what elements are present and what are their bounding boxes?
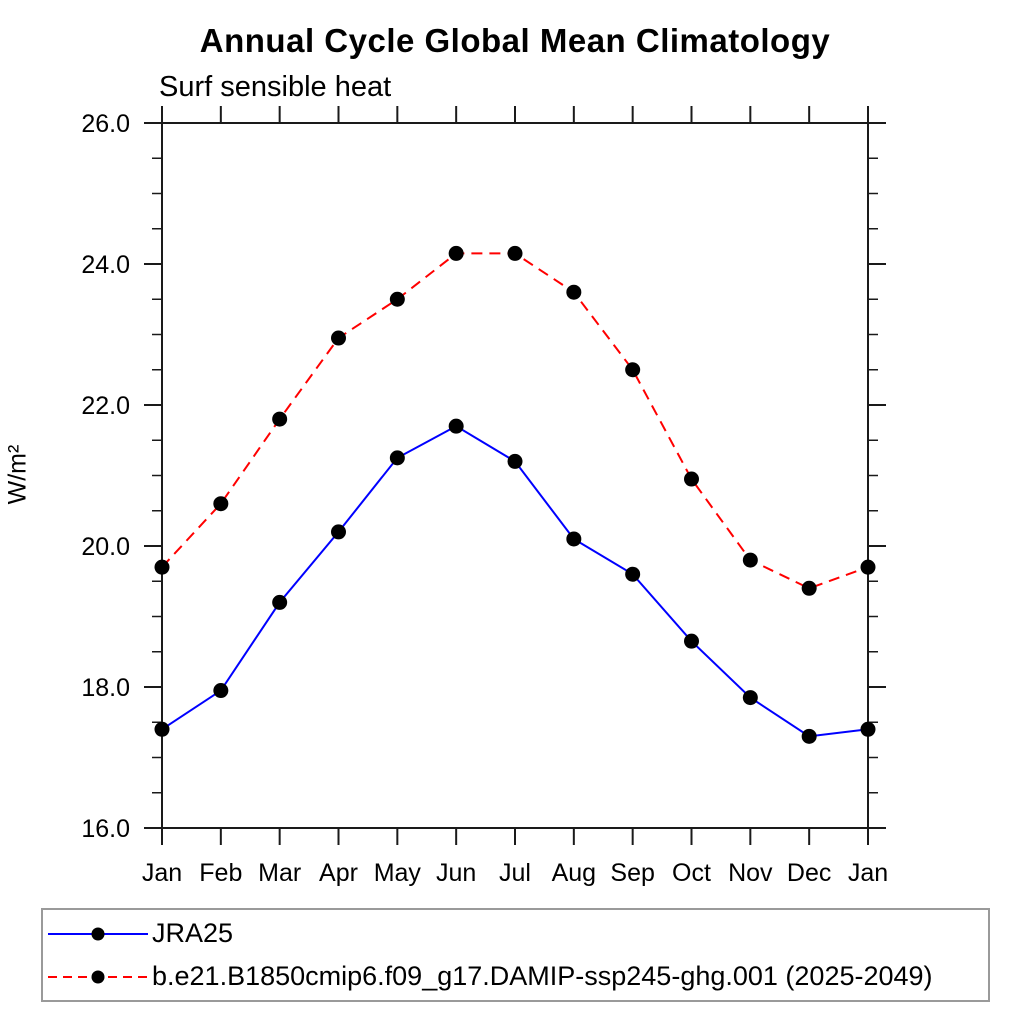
x-tick-label: Jan: [848, 859, 888, 887]
data-point-marker: [213, 683, 229, 699]
axis-frame: [161, 122, 869, 829]
x-tick-label: Apr: [319, 859, 358, 887]
x-tick-label: Feb: [199, 859, 242, 887]
y-tick-label: 20.0: [81, 533, 130, 561]
data-point-marker: [801, 580, 817, 596]
data-point-marker: [860, 559, 876, 575]
data-point-marker: [154, 721, 170, 737]
data-point-marker: [801, 728, 817, 744]
x-tick-label: Nov: [728, 859, 773, 887]
data-point-marker: [154, 559, 170, 575]
data-point-marker: [389, 450, 405, 466]
x-tick-label: Jul: [499, 859, 531, 887]
y-axis-label: W/m²: [3, 444, 32, 505]
chart-title: Annual Cycle Global Mean Climatology: [199, 22, 831, 59]
x-tick-label: Dec: [787, 859, 831, 887]
x-tick-label: Jun: [436, 859, 476, 887]
y-tick-label: 18.0: [81, 674, 130, 702]
legend-line-solid-icon: [48, 927, 148, 940]
data-point-marker: [742, 690, 758, 706]
data-point-marker: [331, 330, 346, 346]
x-tick-label: Jan: [142, 859, 182, 887]
data-point-marker: [566, 531, 582, 547]
x-tick-label: May: [374, 859, 422, 887]
data-point-marker: [625, 362, 641, 378]
data-point-marker: [272, 594, 288, 610]
series-line-model: [161, 252, 869, 590]
legend-row-model: b.e21.B1850cmip6.f09_g17.DAMIP-ssp245-gh…: [47, 956, 988, 997]
legend-label-model: b.e21.B1850cmip6.f09_g17.DAMIP-ssp245-gh…: [152, 961, 933, 991]
x-tick-label: Oct: [672, 859, 711, 887]
legend-line-dashed-icon: [48, 970, 148, 983]
data-point-marker: [448, 418, 464, 434]
data-point-marker: [566, 284, 582, 300]
chart-subtitle: Surf sensible heat: [159, 71, 392, 103]
data-point-marker: [507, 245, 523, 261]
y-tick-label: 22.0: [81, 392, 130, 420]
data-point-marker: [389, 291, 405, 307]
y-tick-label: 26.0: [81, 110, 130, 138]
data-point-marker: [684, 633, 699, 649]
data-point-marker: [742, 552, 758, 568]
data-point-marker: [331, 524, 346, 540]
legend-row-jra25: JRA25: [47, 913, 988, 954]
data-point-marker: [272, 411, 288, 427]
data-point-marker: [448, 245, 464, 261]
y-tick-label: 16.0: [81, 815, 130, 843]
data-point-marker: [860, 721, 876, 737]
data-point-marker: [213, 496, 229, 512]
x-tick-label: Mar: [258, 859, 301, 887]
legend-box: JRA25 b.e21.B1850cmip6.f09_g17.DAMIP-ssp…: [41, 908, 990, 1002]
data-point-marker: [684, 471, 699, 487]
x-tick-label: Sep: [610, 859, 654, 887]
legend-label-jra25: JRA25: [152, 918, 234, 948]
x-tick-label: Aug: [552, 859, 596, 887]
data-point-marker: [507, 453, 523, 469]
series-line-jra25: [161, 424, 869, 738]
y-tick-label: 24.0: [81, 251, 130, 279]
data-point-marker: [625, 566, 641, 582]
